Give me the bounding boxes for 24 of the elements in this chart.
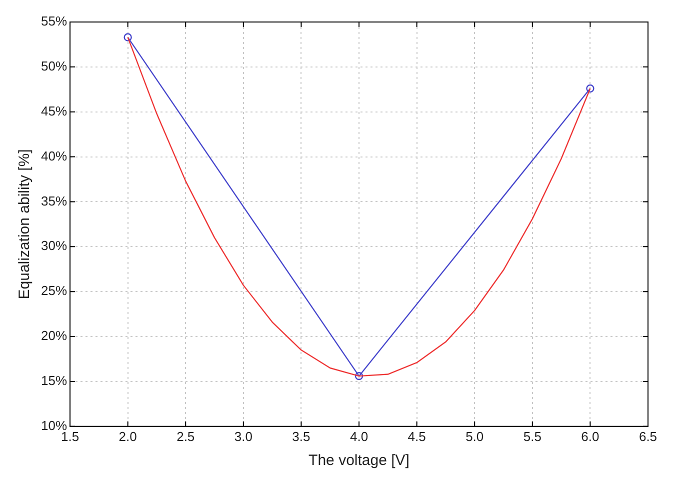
point bbox=[586, 84, 594, 93]
x-tick-label: 2.5 bbox=[176, 428, 195, 444]
point bbox=[354, 372, 364, 380]
y-tick-label: 20% bbox=[40, 328, 68, 344]
y-axis-title: Equalization ability [%] bbox=[16, 149, 34, 300]
y-tick-label: 55% bbox=[40, 14, 68, 29]
y-tick-label: 40% bbox=[40, 148, 68, 164]
x-tick-label: 5.0 bbox=[466, 428, 484, 444]
x-tick-label: 6.0 bbox=[581, 428, 600, 444]
x-tick-label: 4.0 bbox=[350, 428, 368, 444]
y-tick-label: 30% bbox=[40, 238, 68, 254]
x-tick-label: 3.5 bbox=[292, 428, 310, 444]
point bbox=[124, 33, 132, 42]
y-tick-label: 45% bbox=[40, 103, 68, 118]
x-tick-label: 6.5 bbox=[638, 428, 658, 444]
x-axis-title: The voltage [V] bbox=[308, 452, 410, 470]
x-tick-label: 4.5 bbox=[408, 428, 426, 444]
x-tick-label: 5.5 bbox=[523, 428, 542, 444]
y-tick-label: 25% bbox=[40, 283, 68, 298]
x-tick-label: 2.0 bbox=[118, 428, 137, 444]
y-tick-label: 15% bbox=[40, 373, 68, 388]
y-tick-label: 50% bbox=[40, 58, 68, 74]
x-tick-label: 3.0 bbox=[234, 428, 252, 444]
y-tick-label: 35% bbox=[40, 193, 68, 208]
